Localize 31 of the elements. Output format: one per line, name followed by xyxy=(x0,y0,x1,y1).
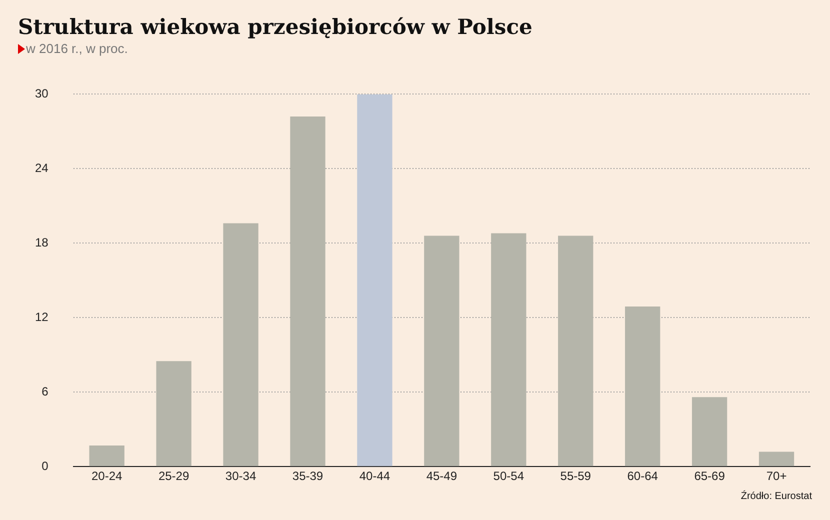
x-tick-label: 65-69 xyxy=(694,469,726,484)
bar xyxy=(357,94,392,466)
y-tick-label: 24 xyxy=(34,160,49,175)
bar xyxy=(558,236,594,466)
bar xyxy=(692,397,728,466)
bar xyxy=(89,446,124,466)
x-tick-label: 50-54 xyxy=(493,469,524,484)
bar xyxy=(758,452,794,466)
y-tick-label: 0 xyxy=(42,458,49,473)
x-tick-label: 60-64 xyxy=(627,469,658,484)
bar xyxy=(156,361,192,466)
y-tick-label: 18 xyxy=(34,235,49,250)
y-tick-label: 30 xyxy=(34,86,49,101)
x-tick-label: 70+ xyxy=(766,469,787,484)
bar xyxy=(223,223,258,466)
bar xyxy=(625,306,660,466)
chart-subtitle: w 2016 r., w proc. xyxy=(26,41,128,56)
text: Źródło: Eurostat xyxy=(740,491,812,502)
chart-title: Struktura wiekowa przesiębiorców w Polsce xyxy=(18,14,532,39)
bar xyxy=(491,233,526,466)
bar xyxy=(290,116,326,466)
x-tick-label: 40-44 xyxy=(359,469,390,484)
x-tick-label: 45-49 xyxy=(426,469,458,484)
x-tick-label: 35-39 xyxy=(292,469,324,484)
x-tick-label: 20-24 xyxy=(91,469,122,484)
y-tick-label: 12 xyxy=(34,310,49,324)
x-tick-label: 55-59 xyxy=(560,469,592,484)
bar xyxy=(424,236,460,466)
x-tick-label: 30-34 xyxy=(225,469,256,484)
y-tick-label: 6 xyxy=(42,384,49,398)
x-tick-label: 25-29 xyxy=(158,469,190,484)
